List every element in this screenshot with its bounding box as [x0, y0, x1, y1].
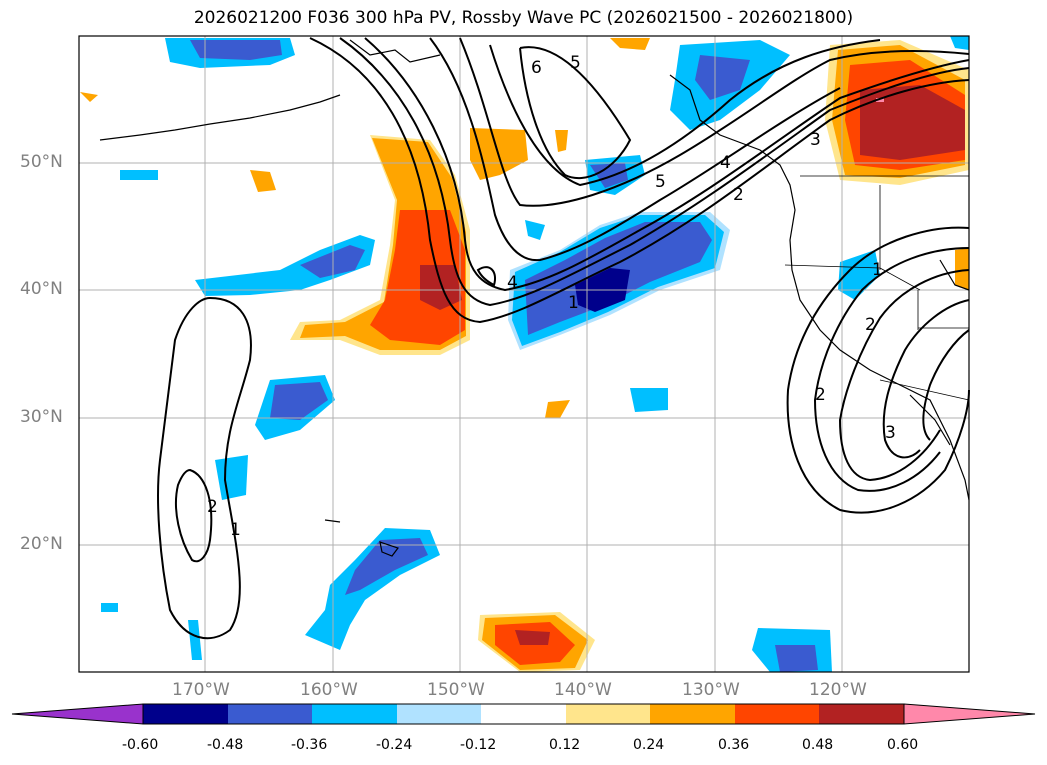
colorbar-tick: -0.60	[122, 737, 159, 753]
contour-label: 4	[720, 153, 731, 173]
contour-label: 5	[655, 172, 666, 192]
colorbar-tick: 0.24	[633, 737, 665, 753]
contour-label: 1	[872, 260, 883, 280]
colorbar-bin	[650, 704, 735, 724]
contour-label: 2	[865, 315, 876, 335]
contour-label: 3	[810, 130, 821, 150]
lon-label-170w: 170°W	[172, 680, 230, 700]
lat-label-50n: 50°N	[20, 152, 63, 172]
lat-label-40n: 40°N	[20, 279, 63, 299]
contour-label: 1	[230, 520, 241, 540]
contour-labels: 6 5 5 4 3 2 1 4 2 1 2 1 2 3	[207, 53, 896, 540]
lon-label-140w: 140°W	[554, 680, 612, 700]
colorbar-bin	[735, 704, 819, 724]
lon-label-120w: 120°W	[809, 680, 867, 700]
contour-label: 3	[885, 423, 896, 443]
graticule	[79, 36, 969, 672]
contour-label: 2	[815, 385, 826, 405]
lat-label-30n: 30°N	[20, 407, 63, 427]
colorbar-bin	[143, 704, 228, 724]
contour-label: 2	[207, 497, 218, 517]
colorbar-bin	[397, 704, 481, 724]
lon-label-160w: 160°W	[300, 680, 358, 700]
contour-label: 6	[531, 58, 542, 78]
colorbar-bin	[481, 704, 566, 724]
lat-label-20n: 20°N	[20, 534, 63, 554]
contour-label: 5	[570, 53, 581, 73]
colorbar-tick: 0.60	[887, 737, 919, 753]
colorbar-high-extend	[903, 703, 1036, 725]
pv-anomaly-fills	[80, 36, 969, 672]
colorbar-tick: -0.48	[207, 737, 244, 753]
colorbar	[11, 703, 1036, 725]
colorbar-bin	[819, 704, 904, 724]
colorbar-bin	[566, 704, 650, 724]
colorbar-low-extend	[11, 703, 144, 725]
coastlines	[99, 39, 970, 557]
contour-label: 2	[733, 185, 744, 205]
map-frame	[78, 35, 970, 673]
contour-label: 4	[507, 273, 518, 293]
lon-label-130w: 130°W	[682, 680, 740, 700]
lon-label-150w: 150°W	[427, 680, 485, 700]
colorbar-bin	[312, 704, 397, 724]
colorbar-tick: 0.48	[802, 737, 834, 753]
colorbar-tick: 0.12	[549, 737, 581, 753]
contour-label: 1	[568, 293, 579, 313]
colorbar-tick: 0.36	[718, 737, 750, 753]
colorbar-tick: -0.24	[376, 737, 413, 753]
map-title: 2026021200 F036 300 hPa PV, Rossby Wave …	[193, 8, 854, 28]
colorbar-bin	[228, 704, 312, 724]
colorbar-tick: -0.36	[291, 737, 328, 753]
colorbar-tick: -0.12	[460, 737, 497, 753]
pc-contours	[157, 37, 970, 640]
